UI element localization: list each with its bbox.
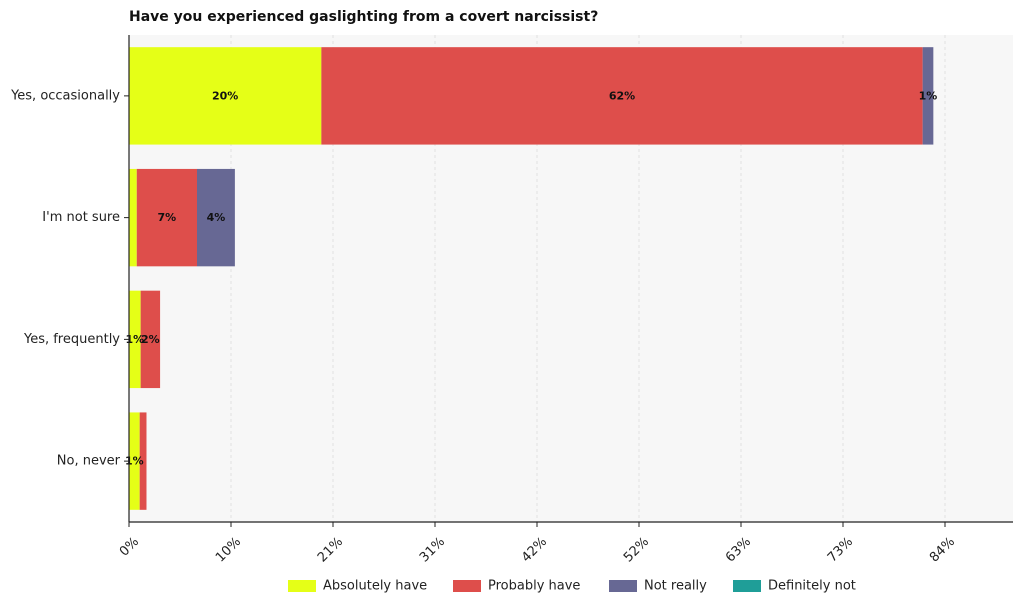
bar-probably-have: [321, 47, 923, 145]
legend-swatch-absolutely-have: [288, 580, 316, 592]
category-labels: Yes, occasionally I'm not sure Yes, freque…: [10, 88, 129, 469]
bars: [129, 47, 934, 510]
category-label: I'm not sure: [42, 210, 120, 225]
legend-swatch-probably-have: [453, 580, 481, 592]
chart-title: Have you experienced gaslighting from a …: [129, 9, 598, 25]
bar-absolutely-have: [129, 290, 141, 389]
data-labels: 20% 62% 1%7% 4%1%2%1%: [125, 89, 937, 467]
bar-probably-have: [136, 168, 197, 267]
x-tick-label: 84%: [927, 534, 958, 565]
bar-absolutely-have: [129, 412, 140, 510]
data-label: 20%: [212, 89, 238, 102]
legend: Absolutely have Probably have Not really De…: [288, 579, 856, 594]
bar-not-really: [922, 47, 934, 145]
x-tick-label: 52%: [621, 534, 652, 565]
data-label: 1%: [125, 333, 144, 346]
x-tick-label: 21%: [315, 534, 346, 565]
category-label: No, never: [57, 454, 121, 469]
data-label: 62%: [609, 89, 635, 102]
legend-label: Absolutely have: [323, 579, 427, 594]
bar-probably-have: [139, 412, 147, 510]
legend-swatch-definitely-not: [733, 580, 761, 592]
legend-label: Definitely not: [768, 579, 856, 594]
legend-label: Probably have: [488, 579, 580, 594]
x-tick-label: 31%: [417, 534, 448, 565]
data-label: 2%: [141, 333, 160, 346]
x-tick-labels: 0% 10% 21% 31% 42% 52% 63% 73% 84%: [117, 522, 958, 565]
x-tick-label: 0%: [117, 534, 142, 559]
data-label: 1%: [919, 89, 938, 102]
category-label: Yes, occasionally: [10, 88, 120, 103]
data-label: 7%: [158, 211, 177, 224]
legend-swatch-not-really: [609, 580, 637, 592]
bar-absolutely-have: [129, 47, 322, 145]
bar-absolutely-have: [129, 168, 137, 267]
x-tick-label: 42%: [519, 534, 550, 565]
category-label: Yes, frequently: [23, 332, 120, 347]
data-label: 1%: [125, 455, 144, 468]
bar-not-really: [197, 168, 235, 267]
data-label: 4%: [207, 211, 226, 224]
bar-probably-have: [140, 290, 161, 389]
x-tick-label: 73%: [825, 534, 856, 565]
legend-label: Not really: [644, 579, 707, 594]
x-tick-label: 63%: [723, 534, 754, 565]
x-tick-label: 10%: [213, 534, 244, 565]
